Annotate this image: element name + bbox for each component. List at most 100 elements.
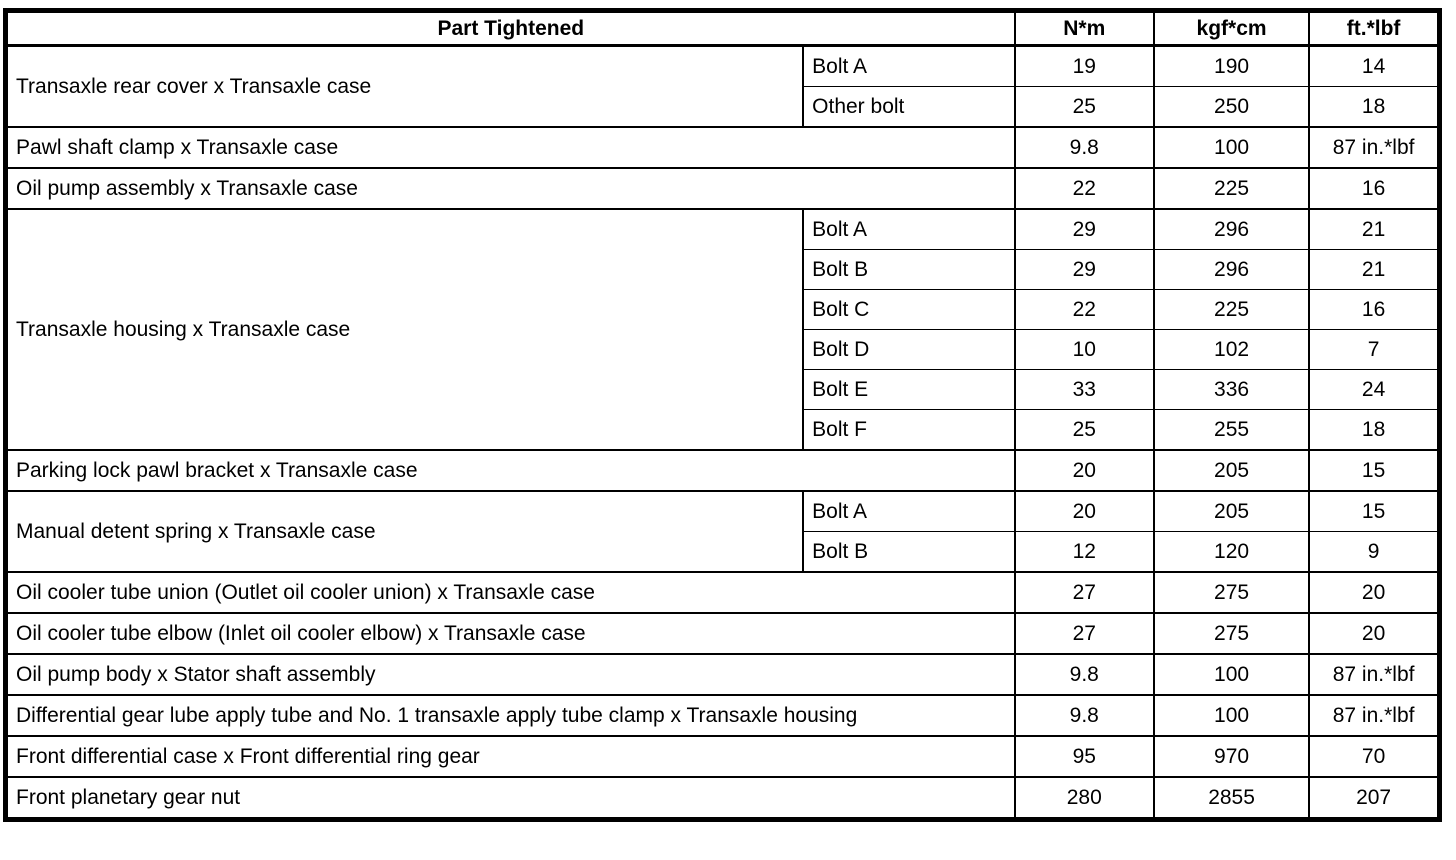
ftlbf-value-cell: 15 <box>1308 490 1441 532</box>
kgfcm-value-cell: 970 <box>1152 735 1311 778</box>
bolt-label-cell: Bolt D <box>802 329 1016 370</box>
kgfcm-value-cell: 336 <box>1152 369 1311 410</box>
part-tightened-cell: Transaxle housing x Transaxle case <box>4 208 805 451</box>
bolt-label-cell: Bolt A <box>802 44 1016 87</box>
bolt-label-cell: Bolt B <box>802 531 1016 573</box>
nm-value-cell: 19 <box>1013 44 1155 87</box>
nm-value-cell: 9.8 <box>1013 653 1155 696</box>
table-row: Pawl shaft clamp x Transaxle case 9.8 100 8… <box>4 126 1441 169</box>
torque-spec-table: Part Tightened N*m kgf*cm ft.*lbf Transa… <box>3 8 1442 822</box>
table-header-row: Part Tightened N*m kgf*cm ft.*lbf <box>4 10 1441 47</box>
table-row: Bolt B 12 120 9 <box>6 531 1441 573</box>
nm-value-cell: 95 <box>1013 735 1155 778</box>
nm-value-cell: 29 <box>1013 208 1155 250</box>
table-row: Manual detent spring x Transaxle case Bol… <box>4 490 1441 573</box>
table-row: Bolt D 10 102 7 <box>6 329 1441 370</box>
ftlbf-value-cell: 14 <box>1308 44 1441 87</box>
bolt-label-cell: Other bolt <box>802 86 1016 128</box>
part-tightened-cell: Oil cooler tube union (Outlet oil cooler… <box>4 571 1016 614</box>
table-row: Other bolt 25 250 18 <box>6 86 1441 128</box>
nm-value-cell: 25 <box>1013 86 1155 128</box>
nm-value-cell: 29 <box>1013 249 1155 290</box>
ftlbf-value-cell: 20 <box>1308 612 1441 655</box>
ftlbf-value-cell: 20 <box>1308 571 1441 614</box>
nm-value-cell: 25 <box>1013 409 1155 451</box>
bolt-label-cell: Bolt A <box>802 490 1016 532</box>
ftlbf-value-cell: 18 <box>1308 86 1441 128</box>
kgfcm-value-cell: 120 <box>1152 531 1311 573</box>
table-row: Transaxle housing x Transaxle case Bolt A… <box>4 208 1441 451</box>
part-tightened-cell: Differential gear lube apply tube and No… <box>4 694 1016 737</box>
nm-value-cell: 20 <box>1013 490 1155 532</box>
kgfcm-value-cell: 275 <box>1152 571 1311 614</box>
column-header-nm: N*m <box>1013 10 1155 47</box>
part-tightened-cell: Oil pump body x Stator shaft assembly <box>4 653 1016 696</box>
ftlbf-value-cell: 18 <box>1308 409 1441 451</box>
ftlbf-value-cell: 21 <box>1308 249 1441 290</box>
kgfcm-value-cell: 2855 <box>1152 776 1311 820</box>
table-row: Oil cooler tube union (Outlet oil cooler… <box>4 571 1441 614</box>
kgfcm-value-cell: 225 <box>1152 167 1311 210</box>
nm-value-cell: 22 <box>1013 167 1155 210</box>
kgfcm-value-cell: 190 <box>1152 44 1311 87</box>
bolt-label-cell: Bolt E <box>802 369 1016 410</box>
bolt-label-cell: Bolt A <box>802 208 1016 250</box>
nm-value-cell: 9.8 <box>1013 694 1155 737</box>
ftlbf-value-cell: 15 <box>1308 449 1441 492</box>
kgfcm-value-cell: 296 <box>1152 208 1311 250</box>
part-tightened-cell: Front planetary gear nut <box>4 776 1016 820</box>
ftlbf-value-cell: 87 in.*lbf <box>1308 694 1441 737</box>
table-row: Bolt B 29 296 21 <box>6 249 1441 290</box>
column-header-ftlbf: ft.*lbf <box>1308 10 1441 47</box>
nm-value-cell: 280 <box>1013 776 1155 820</box>
kgfcm-value-cell: 102 <box>1152 329 1311 370</box>
part-tightened-cell: Front differential case x Front differen… <box>4 735 1016 778</box>
part-tightened-cell: Transaxle rear cover x Transaxle case <box>4 44 805 128</box>
kgfcm-value-cell: 225 <box>1152 289 1311 330</box>
nm-value-cell: 33 <box>1013 369 1155 410</box>
nm-value-cell: 20 <box>1013 449 1155 492</box>
nm-value-cell: 12 <box>1013 531 1155 573</box>
column-header-part-tightened: Part Tightened <box>4 10 1016 47</box>
part-tightened-cell: Oil pump assembly x Transaxle case <box>4 167 1016 210</box>
table-row: Front differential case x Front differen… <box>4 735 1441 778</box>
nm-value-cell: 27 <box>1013 571 1155 614</box>
kgfcm-value-cell: 296 <box>1152 249 1311 290</box>
ftlbf-value-cell: 16 <box>1308 167 1441 210</box>
nm-value-cell: 10 <box>1013 329 1155 370</box>
bolt-label-cell: Bolt C <box>802 289 1016 330</box>
ftlbf-value-cell: 21 <box>1308 208 1441 250</box>
nm-value-cell: 9.8 <box>1013 126 1155 169</box>
column-header-kgfcm: kgf*cm <box>1152 10 1311 47</box>
ftlbf-value-cell: 24 <box>1308 369 1441 410</box>
kgfcm-value-cell: 100 <box>1152 653 1311 696</box>
part-tightened-cell: Manual detent spring x Transaxle case <box>4 490 805 573</box>
table-row: Parking lock pawl bracket x Transaxle ca… <box>4 449 1441 492</box>
ftlbf-value-cell: 7 <box>1308 329 1441 370</box>
ftlbf-value-cell: 87 in.*lbf <box>1308 653 1441 696</box>
part-tightened-cell: Parking lock pawl bracket x Transaxle ca… <box>4 449 1016 492</box>
torque-table-body: Transaxle rear cover x Transaxle case Bol… <box>4 44 1441 820</box>
table-row: Oil cooler tube elbow (Inlet oil cooler … <box>4 612 1441 655</box>
part-tightened-cell: Pawl shaft clamp x Transaxle case <box>4 126 1016 169</box>
table-row: Transaxle rear cover x Transaxle case Bol… <box>4 44 1441 128</box>
ftlbf-value-cell: 70 <box>1308 735 1441 778</box>
kgfcm-value-cell: 100 <box>1152 694 1311 737</box>
kgfcm-value-cell: 250 <box>1152 86 1311 128</box>
table-row: Oil pump assembly x Transaxle case 22 225 1… <box>4 167 1441 210</box>
kgfcm-value-cell: 205 <box>1152 449 1311 492</box>
kgfcm-value-cell: 255 <box>1152 409 1311 451</box>
part-tightened-cell: Oil cooler tube elbow (Inlet oil cooler … <box>4 612 1016 655</box>
ftlbf-value-cell: 87 in.*lbf <box>1308 126 1441 169</box>
ftlbf-value-cell: 207 <box>1308 776 1441 820</box>
table-row: Bolt C 22 225 16 <box>6 289 1441 330</box>
bolt-label-cell: Bolt F <box>802 409 1016 451</box>
table-row: Front planetary gear nut 280 2855 207 <box>4 776 1441 820</box>
table-row: Differential gear lube apply tube and No… <box>4 694 1441 737</box>
kgfcm-value-cell: 205 <box>1152 490 1311 532</box>
table-row: Bolt E 33 336 24 <box>6 369 1441 410</box>
ftlbf-value-cell: 9 <box>1308 531 1441 573</box>
kgfcm-value-cell: 100 <box>1152 126 1311 169</box>
nm-value-cell: 22 <box>1013 289 1155 330</box>
